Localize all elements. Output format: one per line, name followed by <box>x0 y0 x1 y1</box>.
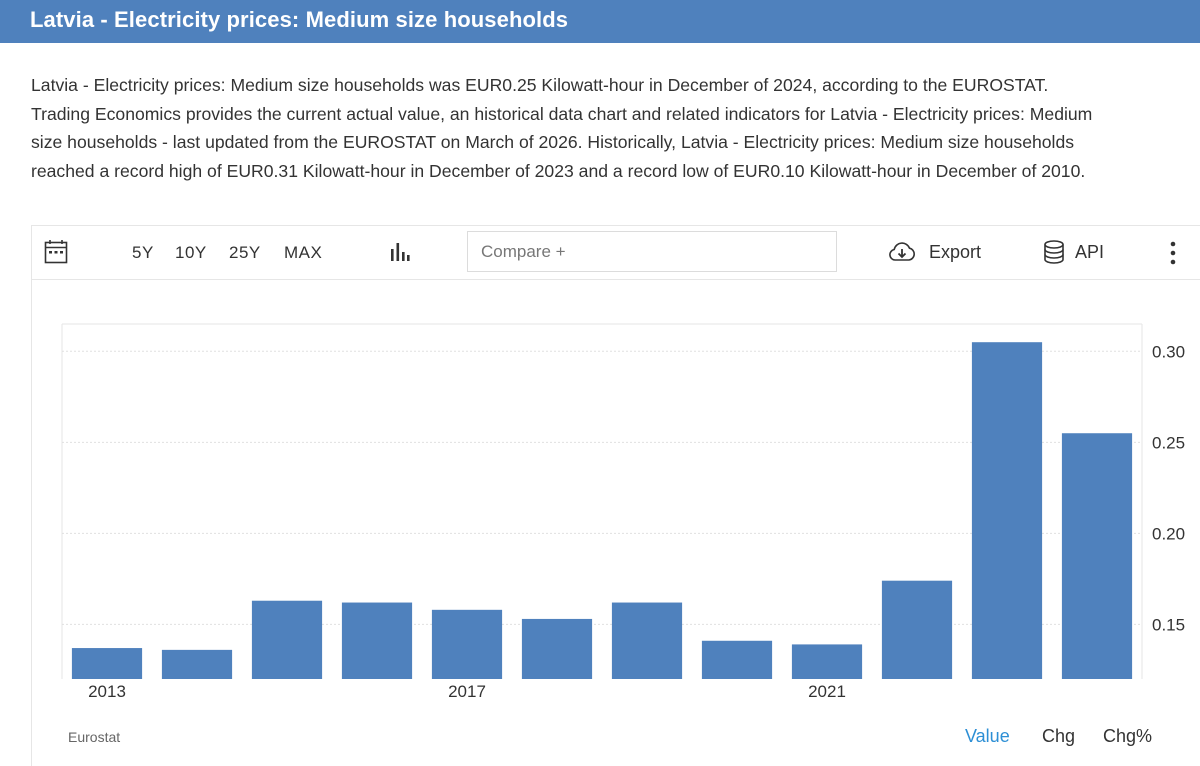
y-tick-label: 0.30 <box>1152 342 1185 361</box>
y-tick-label: 0.20 <box>1152 524 1185 543</box>
bar <box>521 618 593 679</box>
bar <box>161 649 233 679</box>
compare-input[interactable] <box>467 231 837 272</box>
page-header: Latvia - Electricity prices: Medium size… <box>0 0 1200 43</box>
bar <box>431 609 503 679</box>
bar <box>1061 433 1133 679</box>
more-vertical-icon[interactable] <box>1168 240 1178 266</box>
calendar-icon[interactable] <box>44 239 68 265</box>
api-button[interactable]: API <box>1043 239 1104 265</box>
description-line: size households - last updated from the … <box>31 132 1075 152</box>
bar <box>611 602 683 679</box>
bar <box>71 648 143 679</box>
bar-chart-icon[interactable] <box>390 241 410 263</box>
y-tick-label: 0.15 <box>1152 615 1185 634</box>
description-line: Trading Economics provides the current a… <box>31 103 1093 124</box>
view-chg-tab[interactable]: Chg <box>1042 726 1076 746</box>
api-label: API <box>1075 241 1105 262</box>
bar <box>881 580 953 679</box>
bar <box>701 640 773 679</box>
description-line: reached a record high of EUR0.31 Kilowat… <box>31 160 1086 181</box>
database-icon <box>1044 240 1064 264</box>
x-tick-label: 2021 <box>808 682 846 701</box>
cloud-download-icon <box>889 242 915 261</box>
bar <box>971 342 1043 679</box>
chart-panel: 5Y 10Y 25Y MAX Export API <box>31 225 1200 766</box>
source-label: Eurostat <box>68 729 121 745</box>
chart-toolbar: 5Y 10Y 25Y MAX Export API <box>32 226 1200 280</box>
export-button[interactable]: Export <box>887 240 981 264</box>
description-line: Latvia - Electricity prices: Medium size… <box>31 75 1049 95</box>
x-tick-label: 2017 <box>448 682 486 701</box>
view-value-tab[interactable]: Value <box>965 726 1010 746</box>
page-title: Latvia - Electricity prices: Medium size… <box>30 7 569 32</box>
y-tick-label: 0.25 <box>1152 433 1185 452</box>
bar <box>341 602 413 679</box>
x-tick-label: 2013 <box>88 682 126 701</box>
range-5y-button[interactable]: 5Y <box>132 243 154 262</box>
bar <box>251 600 323 679</box>
bar-chart: 0.15 0.20 0.25 0.30 2013 2017 2021 <box>61 323 1185 701</box>
range-25y-button[interactable]: 25Y <box>229 243 261 262</box>
export-label: Export <box>929 241 982 262</box>
range-max-button[interactable]: MAX <box>284 243 323 262</box>
bar <box>791 644 863 679</box>
range-10y-button[interactable]: 10Y <box>175 243 207 262</box>
description: Latvia - Electricity prices: Medium size… <box>31 71 1199 185</box>
view-chgpct-tab[interactable]: Chg% <box>1103 726 1153 746</box>
